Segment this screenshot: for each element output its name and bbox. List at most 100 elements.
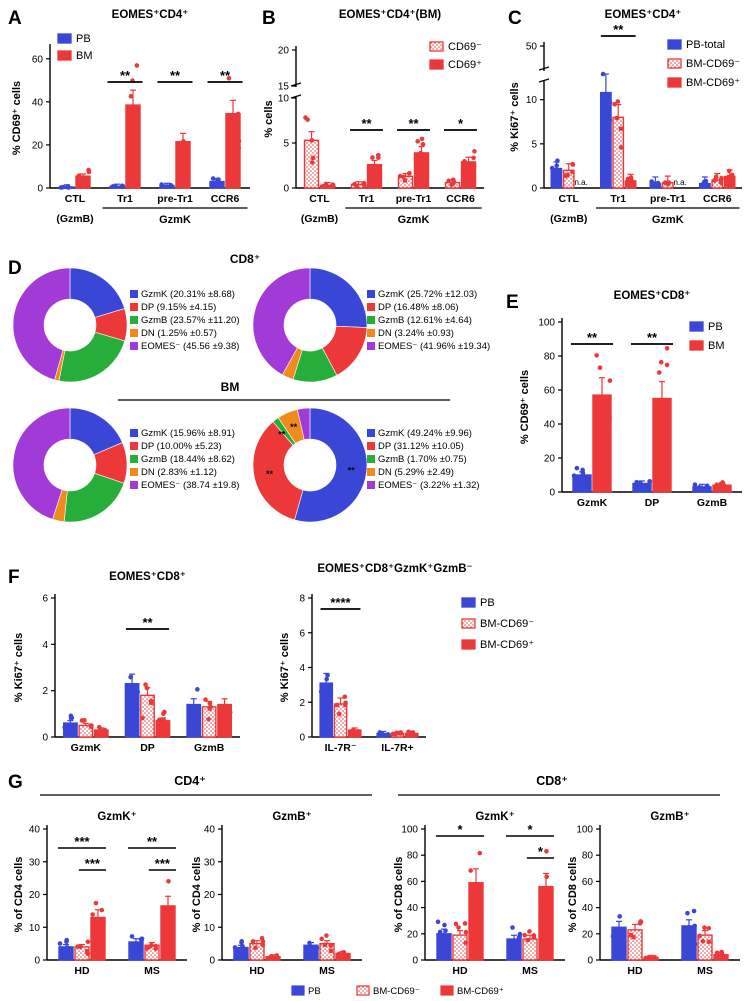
data-point — [549, 165, 555, 171]
legend-label: CD69⁻ — [448, 41, 482, 53]
data-point — [162, 184, 168, 189]
significance-label: ** — [120, 68, 131, 83]
data-point — [726, 168, 732, 174]
significance-label: * — [457, 822, 463, 837]
y-tick-label: 10 — [204, 923, 216, 934]
data-point — [563, 173, 569, 179]
data-point — [227, 715, 233, 721]
panel-label: A — [8, 8, 22, 29]
y-tick-label: 0 — [587, 956, 593, 967]
x-tick-label: Tr1 — [359, 193, 375, 205]
bottom-legend-label: BM-CD69⁻ — [373, 986, 420, 997]
data-point — [419, 169, 425, 174]
data-point — [607, 378, 613, 383]
legend-swatch — [57, 50, 72, 61]
y-tick-label: 2 — [299, 698, 305, 709]
data-point — [314, 945, 320, 951]
data-point — [320, 697, 326, 703]
y-tick-label: 0 — [412, 956, 418, 967]
data-point — [602, 106, 608, 112]
donut-legend-label: DN (2.83% ±1.12) — [141, 467, 217, 478]
data-point — [618, 145, 624, 150]
axis-break-gap — [291, 87, 301, 97]
y-tick-label: 40 — [407, 903, 419, 914]
chart-title: EOMES⁺CD4⁺ — [605, 9, 682, 21]
data-point — [574, 465, 580, 471]
donut-legend-swatch — [367, 303, 375, 311]
chart-title: GzmB⁺ — [650, 811, 689, 823]
donut-legend-label: EOMES⁻ (3.22% ±1.32) — [378, 480, 480, 491]
ctl-sub-label: (GzmB) — [550, 213, 587, 225]
data-point — [607, 99, 613, 105]
data-point — [186, 703, 191, 709]
donut-legend-swatch — [130, 468, 138, 476]
data-point — [236, 138, 242, 144]
data-point — [393, 731, 399, 737]
y-axis-label: % of CD4 cells — [13, 857, 25, 933]
y-tick-label: 80 — [544, 352, 556, 363]
donut-slice — [297, 407, 311, 441]
data-point — [342, 694, 348, 700]
data-point — [713, 174, 719, 179]
data-point — [477, 912, 483, 917]
data-point — [253, 945, 258, 951]
donut-legend-swatch — [130, 442, 138, 450]
data-point — [463, 940, 468, 946]
data-point — [318, 689, 324, 695]
chart-title: EOMES⁺CD4⁺(BM) — [339, 9, 441, 21]
data-point — [685, 910, 690, 916]
data-point — [350, 727, 356, 733]
donut-slice — [294, 407, 368, 523]
data-point — [371, 163, 377, 169]
group-title: CD8⁺ — [536, 774, 568, 788]
data-point — [702, 179, 707, 185]
data-point — [443, 928, 448, 934]
data-point — [59, 950, 65, 955]
y-tick-label: 40 — [204, 825, 216, 836]
donut-section-subtitle: BM — [221, 380, 240, 394]
y-tick-label: 100 — [538, 318, 555, 329]
data-point — [176, 156, 182, 161]
data-point — [165, 923, 170, 928]
x-tick-label: MS — [697, 965, 713, 977]
donut-legend-label: DP (9.15% ±4.15) — [141, 302, 216, 313]
data-point — [102, 727, 108, 733]
legend-label: BM — [708, 340, 725, 352]
y-tick-label: 0 — [37, 184, 43, 195]
data-point — [571, 473, 577, 478]
donut-legend-swatch — [130, 316, 138, 324]
donut-slice — [12, 267, 71, 381]
data-point — [627, 180, 633, 185]
y-tick-label: 0 — [209, 956, 215, 967]
data-point — [85, 951, 90, 957]
data-point — [419, 136, 425, 142]
bar — [333, 703, 348, 738]
donut-legend-swatch — [367, 455, 375, 463]
y-tick-label: 6 — [299, 628, 305, 639]
data-point — [214, 181, 219, 187]
data-point — [437, 929, 443, 935]
y-axis-label: % of CD4 cells — [191, 857, 203, 933]
y-tick-label: 60 — [544, 386, 556, 397]
data-point — [307, 940, 312, 946]
y-tick-label: 20 — [582, 929, 594, 940]
axis-break-mark — [290, 94, 302, 99]
data-point — [714, 950, 720, 956]
data-point — [161, 717, 166, 723]
data-point — [646, 954, 652, 960]
data-point — [370, 155, 375, 160]
significance-label: ** — [142, 615, 153, 630]
data-point — [664, 362, 670, 368]
donut-legend-swatch — [367, 290, 375, 298]
x-tick-label: GzmB — [697, 497, 728, 509]
data-point — [718, 953, 723, 959]
data-point — [606, 424, 612, 430]
x-tick-label: MS — [144, 965, 160, 977]
y-tick-label: 60 — [582, 877, 594, 888]
y-tick-label: 100 — [401, 825, 418, 836]
legend-label: PB-total — [686, 39, 725, 51]
data-point — [86, 169, 92, 175]
bar — [599, 91, 612, 189]
data-point — [166, 878, 171, 884]
donut-legend-swatch — [130, 429, 138, 437]
